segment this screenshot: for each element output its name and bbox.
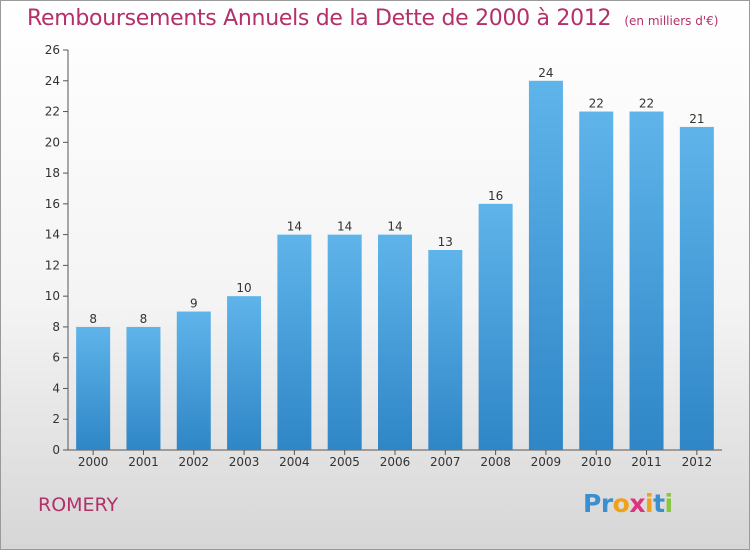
bar bbox=[176, 311, 211, 450]
logo-letter: o bbox=[612, 489, 630, 518]
y-tick-label: 12 bbox=[45, 258, 60, 272]
x-tick-label: 2008 bbox=[480, 455, 511, 469]
bar bbox=[629, 111, 664, 451]
data-label: 9 bbox=[190, 297, 198, 311]
data-label: 13 bbox=[438, 235, 453, 249]
chart-header: Remboursements Annuels de la Dette de 20… bbox=[27, 6, 718, 31]
y-tick-label: 26 bbox=[45, 43, 60, 57]
y-tick-label: 18 bbox=[45, 166, 60, 180]
x-tick-label: 2002 bbox=[178, 455, 209, 469]
x-tick-label: 2000 bbox=[78, 455, 109, 469]
x-tick-label: 2011 bbox=[631, 455, 662, 469]
y-tick-label: 0 bbox=[52, 443, 60, 457]
logo-letter: x bbox=[629, 489, 645, 518]
data-label: 14 bbox=[337, 220, 352, 234]
logo-letter: r bbox=[600, 489, 613, 518]
y-tick-label: 24 bbox=[45, 74, 60, 88]
proxiti-logo: Proxiti bbox=[583, 489, 673, 518]
location-name: ROMERY bbox=[38, 494, 119, 516]
logo-letter: i bbox=[645, 489, 654, 518]
bar bbox=[378, 234, 412, 450]
bar bbox=[428, 250, 463, 450]
x-tick-label: 2004 bbox=[279, 455, 310, 469]
bar bbox=[126, 326, 161, 450]
x-tick-label: 2003 bbox=[229, 455, 260, 469]
bar bbox=[579, 111, 614, 451]
y-tick-label: 20 bbox=[45, 135, 60, 149]
data-label: 22 bbox=[589, 97, 604, 111]
x-tick-label: 2006 bbox=[380, 455, 411, 469]
data-label: 16 bbox=[488, 189, 503, 203]
y-tick-label: 6 bbox=[52, 351, 60, 365]
data-label: 14 bbox=[387, 220, 402, 234]
x-tick-label: 2007 bbox=[430, 455, 461, 469]
y-tick-label: 10 bbox=[45, 289, 60, 303]
bar bbox=[277, 234, 312, 450]
logo-letter: t bbox=[653, 489, 665, 518]
data-label: 24 bbox=[538, 66, 553, 80]
bar bbox=[76, 326, 111, 450]
x-tick-label: 2001 bbox=[128, 455, 159, 469]
bar bbox=[227, 296, 262, 450]
x-tick-label: 2009 bbox=[531, 455, 562, 469]
y-tick-label: 16 bbox=[45, 197, 60, 211]
x-tick-label: 2005 bbox=[329, 455, 360, 469]
x-tick-label: 2012 bbox=[682, 455, 713, 469]
y-tick-label: 4 bbox=[52, 381, 60, 395]
data-label: 8 bbox=[140, 312, 148, 326]
data-label: 21 bbox=[689, 112, 704, 126]
y-tick-label: 8 bbox=[52, 320, 60, 334]
data-label: 8 bbox=[89, 312, 97, 326]
bar bbox=[478, 203, 513, 450]
data-label: 14 bbox=[287, 220, 302, 234]
bar bbox=[679, 126, 714, 450]
x-tick-label: 2010 bbox=[581, 455, 612, 469]
y-tick-label: 2 bbox=[52, 412, 60, 426]
y-tick-label: 22 bbox=[45, 105, 60, 119]
chart-title: Remboursements Annuels de la Dette de 20… bbox=[27, 6, 612, 31]
chart-subtitle: (en milliers d'€) bbox=[624, 14, 719, 28]
logo-letter: P bbox=[583, 489, 601, 518]
y-tick-label: 14 bbox=[45, 228, 60, 242]
logo-letter: i bbox=[664, 489, 674, 518]
bar bbox=[327, 234, 362, 450]
data-label: 10 bbox=[236, 281, 251, 295]
bar bbox=[528, 80, 563, 451]
data-label: 22 bbox=[639, 97, 654, 111]
